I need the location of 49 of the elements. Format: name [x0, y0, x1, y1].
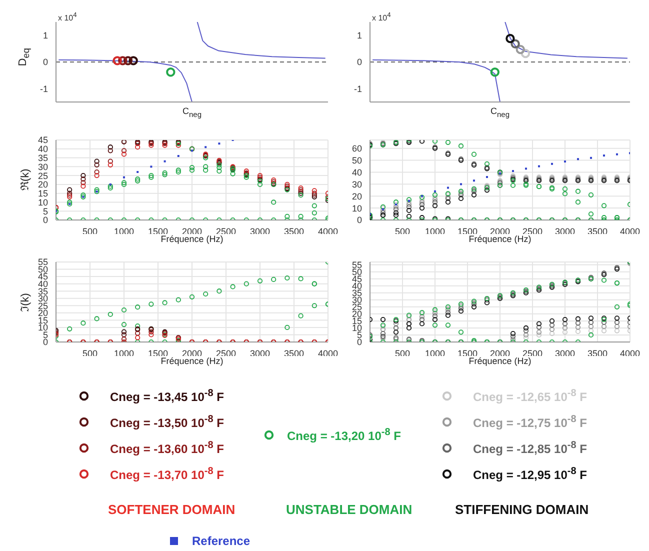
- x-axis-title: Fréquence (Hz): [160, 356, 224, 366]
- annotation: x 10$^{4}$: [58, 11, 77, 25]
- legend-label: Cneg = -13,50 10$^{-8}$ F: [110, 414, 224, 430]
- text: STIFFENING DOMAIN: [455, 502, 589, 517]
- legend-label: Cneg = -13,20 10$^{-8}$ F: [287, 427, 401, 443]
- x-axis-title: Fréquence (Hz): [468, 356, 532, 366]
- y-tick-label: 35: [38, 152, 48, 163]
- y-tick-label: -1: [40, 84, 48, 94]
- y-tick-label: 10: [38, 197, 48, 208]
- y-tick-label: 50: [352, 155, 362, 166]
- x-axis-title: Fréquence (Hz): [468, 234, 532, 244]
- y-tick-label: 45: [38, 272, 48, 282]
- y-tick-label: 0: [356, 337, 362, 348]
- y-tick-label: 0: [42, 337, 48, 348]
- y-tick-label: 5: [42, 206, 48, 216]
- legend-label: Cneg = -12,85 10$^{-8}$ F: [473, 440, 587, 456]
- y-tick-label: 30: [38, 162, 48, 172]
- text: UNSTABLE DOMAIN: [286, 502, 412, 517]
- x-axis-title: Fréquence (Hz): [160, 234, 224, 244]
- y-tick-label: 55: [352, 260, 362, 270]
- legend-label: Cneg = -12,95 10$^{-8}$ F: [473, 466, 587, 482]
- y-tick-label: 25: [38, 170, 48, 181]
- legend-label: Cneg = -13,45 10$^{-8}$ F: [110, 388, 224, 404]
- legend-label: Cneg = -13,60 10$^{-8}$ F: [110, 440, 224, 456]
- legend-label: Cneg = -12,75 10$^{-8}$ F: [473, 414, 587, 430]
- y-axis-title: ℑ(k): [18, 292, 32, 312]
- y-tick-label: 15: [38, 188, 48, 199]
- y-tick-label: 40: [38, 144, 48, 154]
- y-tick-label: 45: [38, 135, 48, 146]
- legend-label: Reference: [192, 534, 250, 548]
- y-tick-label: 1: [42, 30, 48, 41]
- annotation: x 10$^{4}$: [372, 11, 391, 25]
- y-tick-label: 0: [42, 57, 48, 68]
- y-tick-label: -1: [354, 84, 362, 94]
- y-tick-label: 30: [352, 179, 362, 190]
- x-axis-title: C$_{neg}$: [181, 106, 202, 120]
- legend-label: Cneg = -13,70 10$^{-8}$ F: [110, 466, 224, 482]
- text: SOFTENER DOMAIN: [108, 502, 236, 517]
- y-tick-label: 0: [356, 57, 362, 68]
- y-tick-label: 40: [352, 167, 362, 178]
- y-tick-label: 60: [352, 144, 362, 154]
- x-axis-title: C$_{neg}$: [489, 106, 510, 120]
- y-tick-label: 20: [352, 191, 362, 202]
- y-tick-label: 0: [356, 215, 362, 226]
- y-tick-label: 0: [42, 215, 48, 226]
- y-axis-title: ℜ(k): [18, 168, 32, 190]
- y-tick-label: 1: [356, 30, 362, 41]
- y-tick-label: 10: [352, 203, 362, 214]
- y-tick-label: 20: [38, 180, 48, 190]
